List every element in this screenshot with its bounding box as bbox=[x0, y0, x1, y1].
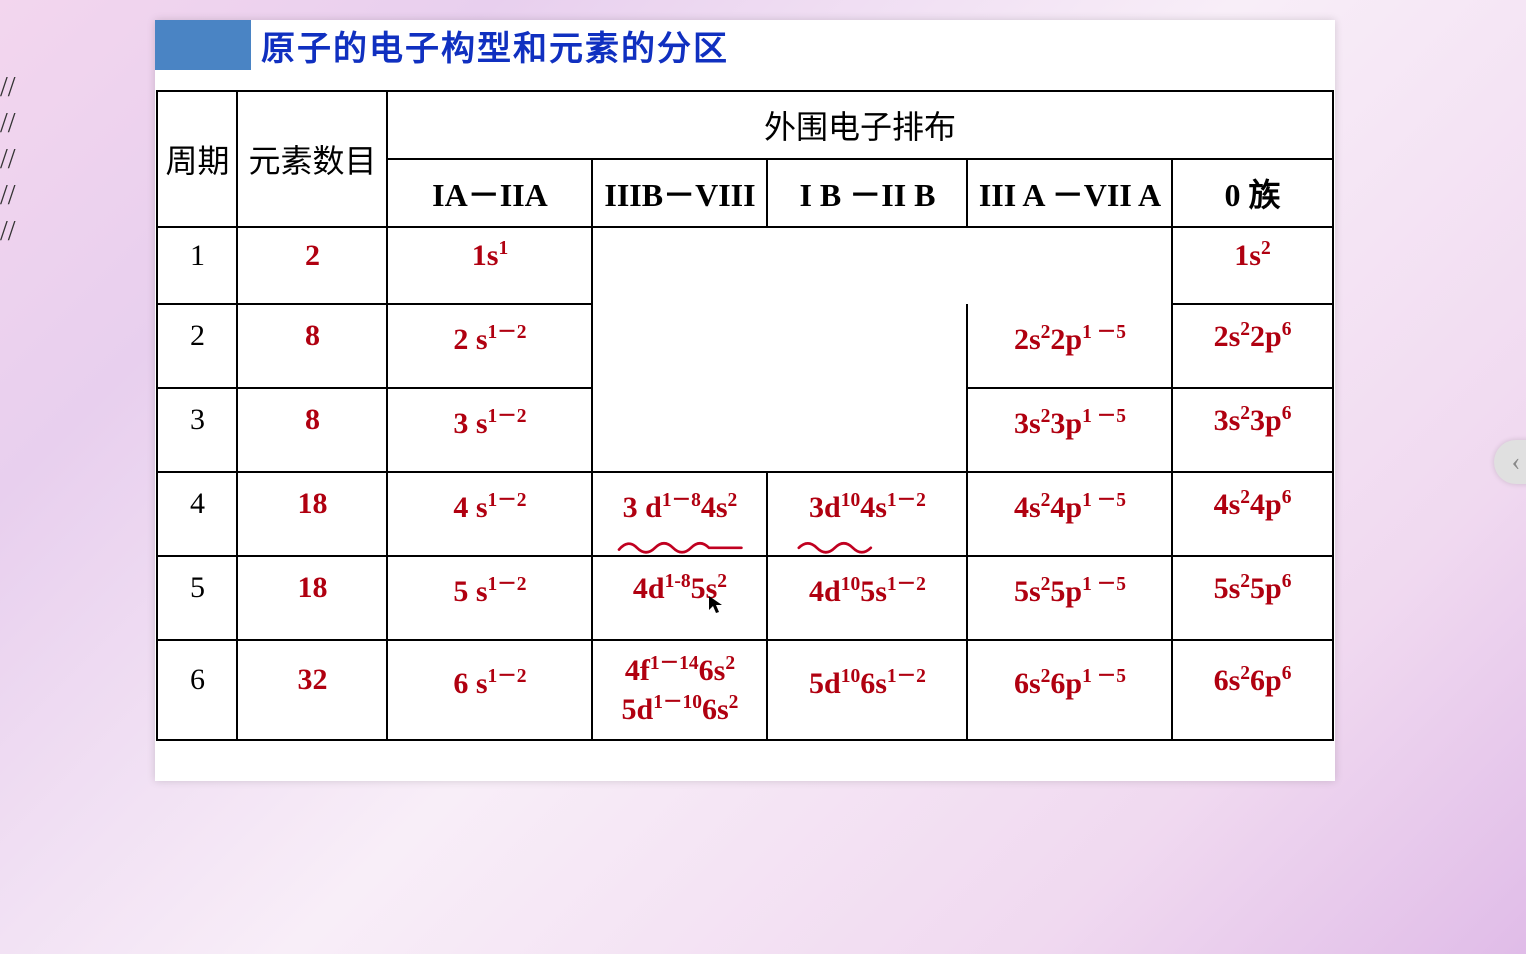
cell-config: 2s22p1 －5 bbox=[967, 304, 1172, 388]
cell-empty bbox=[592, 227, 767, 304]
title-color-block bbox=[155, 20, 251, 70]
slide-title: 原子的电子构型和元素的分区 bbox=[261, 21, 729, 70]
cell-empty bbox=[592, 388, 767, 472]
cell-config: 3d104s1－2 bbox=[767, 472, 967, 556]
cell-config: 4 s1－2 bbox=[387, 472, 592, 556]
cell-period: 4 bbox=[157, 472, 237, 556]
table-row: 4 18 4 s1－2 3 d1－84s2 3d104s1－2 4s24p1 －… bbox=[157, 472, 1332, 556]
electron-config-table: 周期 元素数目 外围电子排布 IA－IIA IIIB－VIII I B －II … bbox=[156, 90, 1333, 741]
table-row: 6 32 6 s1－2 4f1－146s25d1－106s2 5d106s1－2… bbox=[157, 640, 1332, 740]
header-col-4: III A －VII A bbox=[967, 159, 1172, 227]
cell-config: 1s2 bbox=[1172, 227, 1332, 304]
cell-config: 6s26p1 －5 bbox=[967, 640, 1172, 740]
underline-squiggle bbox=[611, 529, 749, 547]
header-col-1: IA－IIA bbox=[387, 159, 592, 227]
cell-config: 6s26p6 bbox=[1172, 640, 1332, 740]
header-col-2: IIIB－VIII bbox=[592, 159, 767, 227]
cell-period: 3 bbox=[157, 388, 237, 472]
cell-config: 2 s1－2 bbox=[387, 304, 592, 388]
cell-empty bbox=[967, 227, 1172, 304]
cell-config: 5s25p1 －5 bbox=[967, 556, 1172, 640]
cell-empty bbox=[767, 227, 967, 304]
table-row: 1 2 1s1 1s2 bbox=[157, 227, 1332, 304]
slide-content: 原子的电子构型和元素的分区 周期 元素数目 外围电子排布 IA－IIA IIIB… bbox=[155, 20, 1335, 781]
next-arrow-button[interactable]: ‹ bbox=[1494, 440, 1526, 484]
header-row-1: 周期 元素数目 外围电子排布 bbox=[157, 91, 1332, 159]
cell-config: 3s23p1 －5 bbox=[967, 388, 1172, 472]
header-period: 周期 bbox=[157, 91, 237, 227]
cell-period: 6 bbox=[157, 640, 237, 740]
cell-config: 4d105s1－2 bbox=[767, 556, 967, 640]
underline-squiggle bbox=[788, 529, 887, 547]
cell-count: 18 bbox=[237, 556, 387, 640]
cell-config: 4f1－146s25d1－106s2 bbox=[592, 640, 767, 740]
cell-config: 4d1-85s2 bbox=[592, 556, 767, 640]
title-row: 原子的电子构型和元素的分区 bbox=[155, 20, 1335, 70]
cell-config: 4s24p1 －5 bbox=[967, 472, 1172, 556]
cell-period: 2 bbox=[157, 304, 237, 388]
cell-config: 5s25p6 bbox=[1172, 556, 1332, 640]
cell-count: 8 bbox=[237, 304, 387, 388]
cell-config: 5d106s1－2 bbox=[767, 640, 967, 740]
cell-period: 5 bbox=[157, 556, 237, 640]
cell-count: 32 bbox=[237, 640, 387, 740]
cell-count: 18 bbox=[237, 472, 387, 556]
cell-empty bbox=[767, 388, 967, 472]
cell-empty bbox=[592, 304, 767, 388]
header-count: 元素数目 bbox=[237, 91, 387, 227]
cell-config: 5 s1－2 bbox=[387, 556, 592, 640]
cell-config: 3 d1－84s2 bbox=[592, 472, 767, 556]
cell-empty bbox=[767, 304, 967, 388]
cell-config: 1s1 bbox=[387, 227, 592, 304]
header-col-5: 0 族 bbox=[1172, 159, 1332, 227]
header-outer: 外围电子排布 bbox=[387, 91, 1332, 159]
table-row: 2 8 2 s1－2 2s22p1 －5 2s22p6 bbox=[157, 304, 1332, 388]
chevron-left-icon: ‹ bbox=[1512, 447, 1521, 477]
cell-count: 2 bbox=[237, 227, 387, 304]
margin-slashes: // // // // // bbox=[0, 70, 16, 250]
cell-config: 4s24p6 bbox=[1172, 472, 1332, 556]
header-col-3: I B －II B bbox=[767, 159, 967, 227]
cell-config: 2s22p6 bbox=[1172, 304, 1332, 388]
cell-config: 3 s1－2 bbox=[387, 388, 592, 472]
cell-count: 8 bbox=[237, 388, 387, 472]
cell-config: 3s23p6 bbox=[1172, 388, 1332, 472]
cell-config: 6 s1－2 bbox=[387, 640, 592, 740]
table-row: 5 18 5 s1－2 4d1-85s2 4d105s1－2 5s25p1 －5… bbox=[157, 556, 1332, 640]
table-row: 3 8 3 s1－2 3s23p1 －5 3s23p6 bbox=[157, 388, 1332, 472]
cell-period: 1 bbox=[157, 227, 237, 304]
